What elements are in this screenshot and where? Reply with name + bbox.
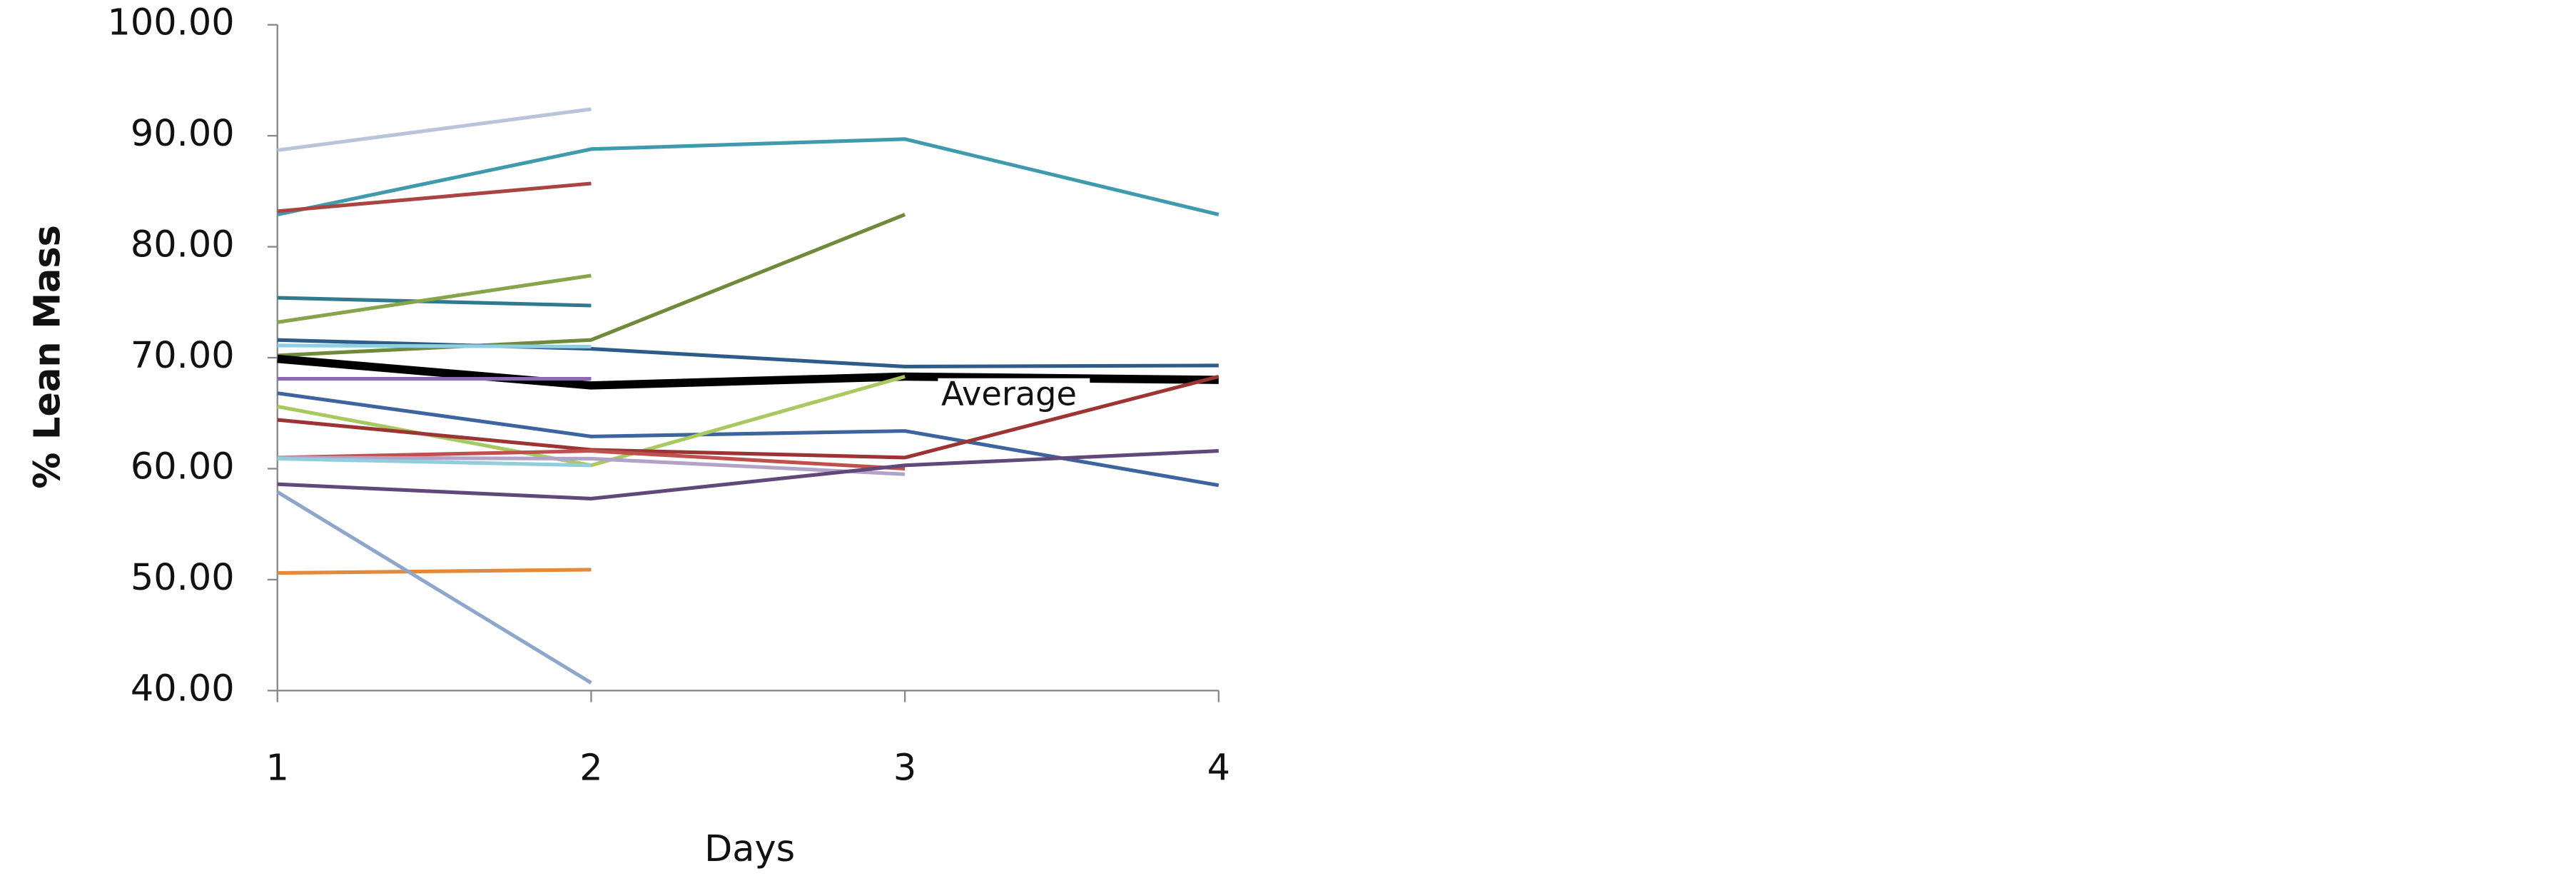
y-tick-label: 60.00 <box>131 445 235 488</box>
series-line <box>277 375 906 468</box>
y-tick-label: 100.00 <box>107 2 234 44</box>
series-label: Average <box>941 375 1077 413</box>
y-tick-label: 50.00 <box>131 557 235 599</box>
y-tick-label: 90.00 <box>131 113 235 155</box>
x-tick-label: 4 <box>1207 747 1230 789</box>
series-line <box>277 343 592 349</box>
x-tick-label: 2 <box>579 747 602 789</box>
series-line <box>277 137 1219 217</box>
x-axis-title: Days <box>704 828 795 870</box>
series-line <box>277 449 906 471</box>
series-line <box>277 449 1219 500</box>
y-tick-label: 40.00 <box>131 668 235 710</box>
series-line <box>277 181 592 213</box>
series-line <box>277 374 1219 460</box>
y-axis-title: % Lean Mass <box>26 225 69 489</box>
y-tick-label: 70.00 <box>131 335 235 377</box>
series-line <box>277 568 592 575</box>
series-line <box>277 391 1219 488</box>
series-line <box>276 490 592 685</box>
y-tick-label: 80.00 <box>131 224 235 266</box>
x-tick-label: 3 <box>893 747 916 789</box>
series-line <box>277 296 592 308</box>
series-label-bg <box>938 378 1090 405</box>
x-tick-label: 1 <box>266 747 289 789</box>
series-line <box>277 107 592 152</box>
series-line <box>277 455 906 476</box>
series-line <box>277 456 592 468</box>
series-line <box>277 273 592 324</box>
series-line <box>277 213 906 358</box>
series-line <box>277 338 1219 369</box>
